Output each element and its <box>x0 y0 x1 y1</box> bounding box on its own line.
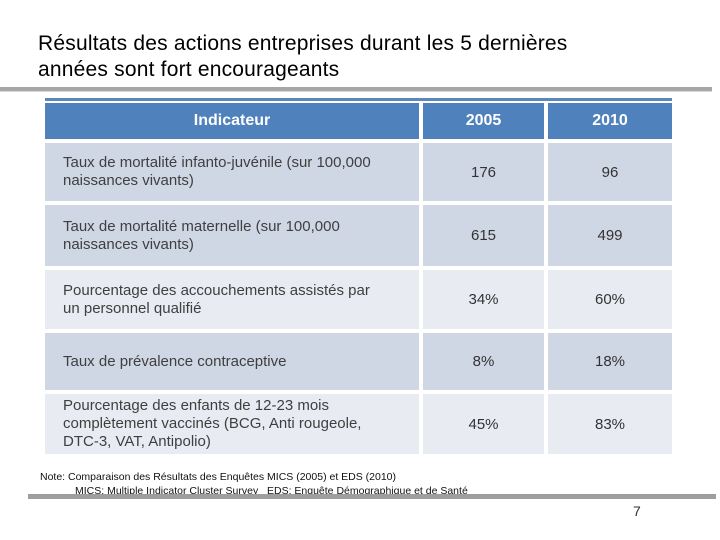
row-maternelle-2005: 615 <box>423 205 544 266</box>
col-header-2010: 2010 <box>548 103 672 139</box>
row-maternelle-indicator: Taux de mortalité maternelle (sur 100,00… <box>45 205 419 266</box>
footer-rule <box>28 494 716 499</box>
results-table: Indicateur 2005 2010 Taux de mortalité i… <box>45 103 672 454</box>
title-rule <box>0 87 712 92</box>
row-accouchements-2010: 60% <box>548 270 672 329</box>
row-vaccines-2010: 83% <box>548 394 672 454</box>
col-header-indicateur: Indicateur <box>45 103 419 139</box>
row-infanto-juvenile-indicator: Taux de mortalité infanto-juvénile (sur … <box>45 143 419 201</box>
footnote-line1: Note: Comparaison des Résultats des Enqu… <box>40 471 397 483</box>
row-infanto-juvenile-2005: 176 <box>423 143 544 201</box>
slide-title: Résultats des actions entreprises durant… <box>38 32 568 81</box>
row-accouchements-indicator: Pourcentage des accouchements assistés p… <box>45 270 419 329</box>
row-infanto-juvenile-2010: 96 <box>548 143 672 201</box>
row-vaccines-indicator: Pourcentage des enfants de 12-23 mois co… <box>45 394 419 454</box>
row-vaccines-2005: 45% <box>423 394 544 454</box>
row-contraceptive-2005: 8% <box>423 333 544 390</box>
page-number: 7 <box>633 503 641 519</box>
row-contraceptive-indicator: Taux de prévalence contraceptive <box>45 333 419 390</box>
row-maternelle-2010: 499 <box>548 205 672 266</box>
row-contraceptive-2010: 18% <box>548 333 672 390</box>
row-accouchements-2005: 34% <box>423 270 544 329</box>
col-header-2005: 2005 <box>423 103 544 139</box>
table-top-border <box>45 98 672 101</box>
